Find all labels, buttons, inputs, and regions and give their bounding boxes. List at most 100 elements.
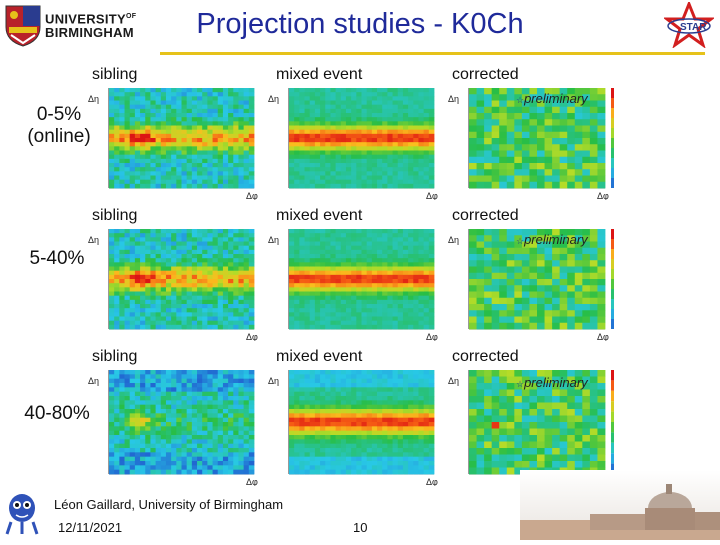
heatmap-cell bbox=[499, 248, 507, 255]
heatmap-cell bbox=[567, 273, 575, 280]
heatmap-cell bbox=[582, 455, 590, 462]
heatmap-cell bbox=[249, 113, 255, 118]
heatmap-cell bbox=[387, 444, 393, 449]
heatmap-cell bbox=[166, 121, 172, 126]
heatmap-cell bbox=[119, 439, 125, 444]
heatmap-cell bbox=[398, 325, 404, 330]
heatmap-cell bbox=[403, 448, 409, 453]
heatmap-cell bbox=[367, 138, 373, 143]
heatmap-cell bbox=[294, 418, 300, 423]
heatmap-cell bbox=[346, 254, 352, 259]
heatmap-cell bbox=[197, 470, 203, 475]
color-scale-bin bbox=[611, 269, 614, 279]
heatmap-cell bbox=[356, 184, 362, 189]
heatmap-cell bbox=[119, 457, 125, 462]
heatmap-cell bbox=[135, 126, 141, 131]
heatmap-cell bbox=[135, 431, 141, 436]
heatmap-cell bbox=[109, 387, 115, 392]
heatmap-cell bbox=[429, 138, 435, 143]
heatmap-cell bbox=[320, 283, 326, 288]
heatmap-cell bbox=[244, 101, 250, 106]
heatmap-cell bbox=[418, 292, 424, 297]
heatmap-cell bbox=[429, 321, 435, 326]
heatmap-cell bbox=[320, 267, 326, 272]
heatmap-cell bbox=[597, 242, 605, 249]
heatmap-cell bbox=[469, 144, 477, 151]
heatmap-cell bbox=[161, 180, 167, 185]
heatmap-cell bbox=[197, 374, 203, 379]
heatmap-cell bbox=[403, 134, 409, 139]
heatmap-cell bbox=[202, 312, 208, 317]
heatmap-cell bbox=[187, 163, 193, 168]
heatmap-cell bbox=[315, 121, 321, 126]
heatmap-cell bbox=[325, 262, 331, 267]
heatmap-cell bbox=[114, 413, 120, 418]
heatmap-cell bbox=[145, 146, 151, 151]
heatmap-cell bbox=[289, 134, 295, 139]
heatmap-cell bbox=[202, 379, 208, 384]
heatmap-cell bbox=[582, 138, 590, 145]
heatmap-cell bbox=[150, 180, 156, 185]
heatmap-cell bbox=[202, 180, 208, 185]
heatmap-cell bbox=[403, 426, 409, 431]
heatmap-cell bbox=[362, 387, 368, 392]
heatmap-cell bbox=[492, 267, 500, 274]
heatmap-cell bbox=[424, 387, 430, 392]
heatmap-cell bbox=[299, 275, 305, 280]
heatmap-cell bbox=[336, 167, 342, 172]
heatmap-cell bbox=[176, 151, 182, 156]
heatmap-cell bbox=[156, 461, 162, 466]
heatmap-cell bbox=[537, 422, 545, 429]
heatmap-cell bbox=[507, 279, 515, 286]
heatmap-cell bbox=[171, 176, 177, 181]
heatmap-cell bbox=[336, 457, 342, 462]
heatmap-cell bbox=[294, 142, 300, 147]
heatmap-cell bbox=[499, 403, 507, 410]
heatmap-cell bbox=[413, 126, 419, 131]
heatmap-cell bbox=[372, 308, 378, 313]
heatmap-cell bbox=[310, 296, 316, 301]
heatmap-cell bbox=[545, 138, 553, 145]
heatmap-cell bbox=[114, 246, 120, 251]
heatmap-cell bbox=[424, 374, 430, 379]
heatmap-cell bbox=[590, 279, 598, 286]
heatmap-cell bbox=[114, 117, 120, 122]
heatmap-cell bbox=[140, 254, 146, 259]
heatmap-cell bbox=[218, 96, 224, 101]
heatmap-cell bbox=[213, 448, 219, 453]
heatmap-cell bbox=[499, 390, 507, 397]
heatmap-cell bbox=[249, 105, 255, 110]
heatmap-cell bbox=[356, 121, 362, 126]
heatmap-cell bbox=[218, 300, 224, 305]
heatmap-cell bbox=[429, 392, 435, 397]
heatmap-cell bbox=[372, 409, 378, 414]
heatmap-cell bbox=[330, 267, 336, 272]
heatmap-cell bbox=[597, 132, 605, 139]
heatmap-cell bbox=[289, 237, 295, 242]
color-scale-bin bbox=[611, 289, 614, 299]
heatmap-cell bbox=[114, 96, 120, 101]
heatmap-cell bbox=[249, 444, 255, 449]
heatmap-cell bbox=[223, 101, 229, 106]
heatmap-cell bbox=[545, 422, 553, 429]
heatmap-cell bbox=[233, 233, 239, 238]
heatmap-cell bbox=[469, 267, 477, 274]
color-scale-bin bbox=[611, 158, 614, 168]
heatmap-cell bbox=[305, 287, 311, 292]
heatmap-cell bbox=[351, 325, 357, 330]
heatmap-cell bbox=[294, 176, 300, 181]
heatmap-cell bbox=[299, 312, 305, 317]
heatmap-cell bbox=[522, 435, 530, 442]
heatmap-cell bbox=[429, 184, 435, 189]
heatmap-cell bbox=[125, 292, 131, 297]
heatmap-cell bbox=[244, 287, 250, 292]
heatmap-cell bbox=[514, 390, 522, 397]
heatmap-cell bbox=[207, 126, 213, 131]
heatmap-cell bbox=[213, 159, 219, 164]
heatmap-cell bbox=[150, 418, 156, 423]
heatmap-cell bbox=[341, 267, 347, 272]
heatmap-cell bbox=[575, 132, 583, 139]
heatmap-cell bbox=[356, 101, 362, 106]
heatmap-cell bbox=[477, 304, 485, 311]
heatmap-cell bbox=[182, 267, 188, 272]
